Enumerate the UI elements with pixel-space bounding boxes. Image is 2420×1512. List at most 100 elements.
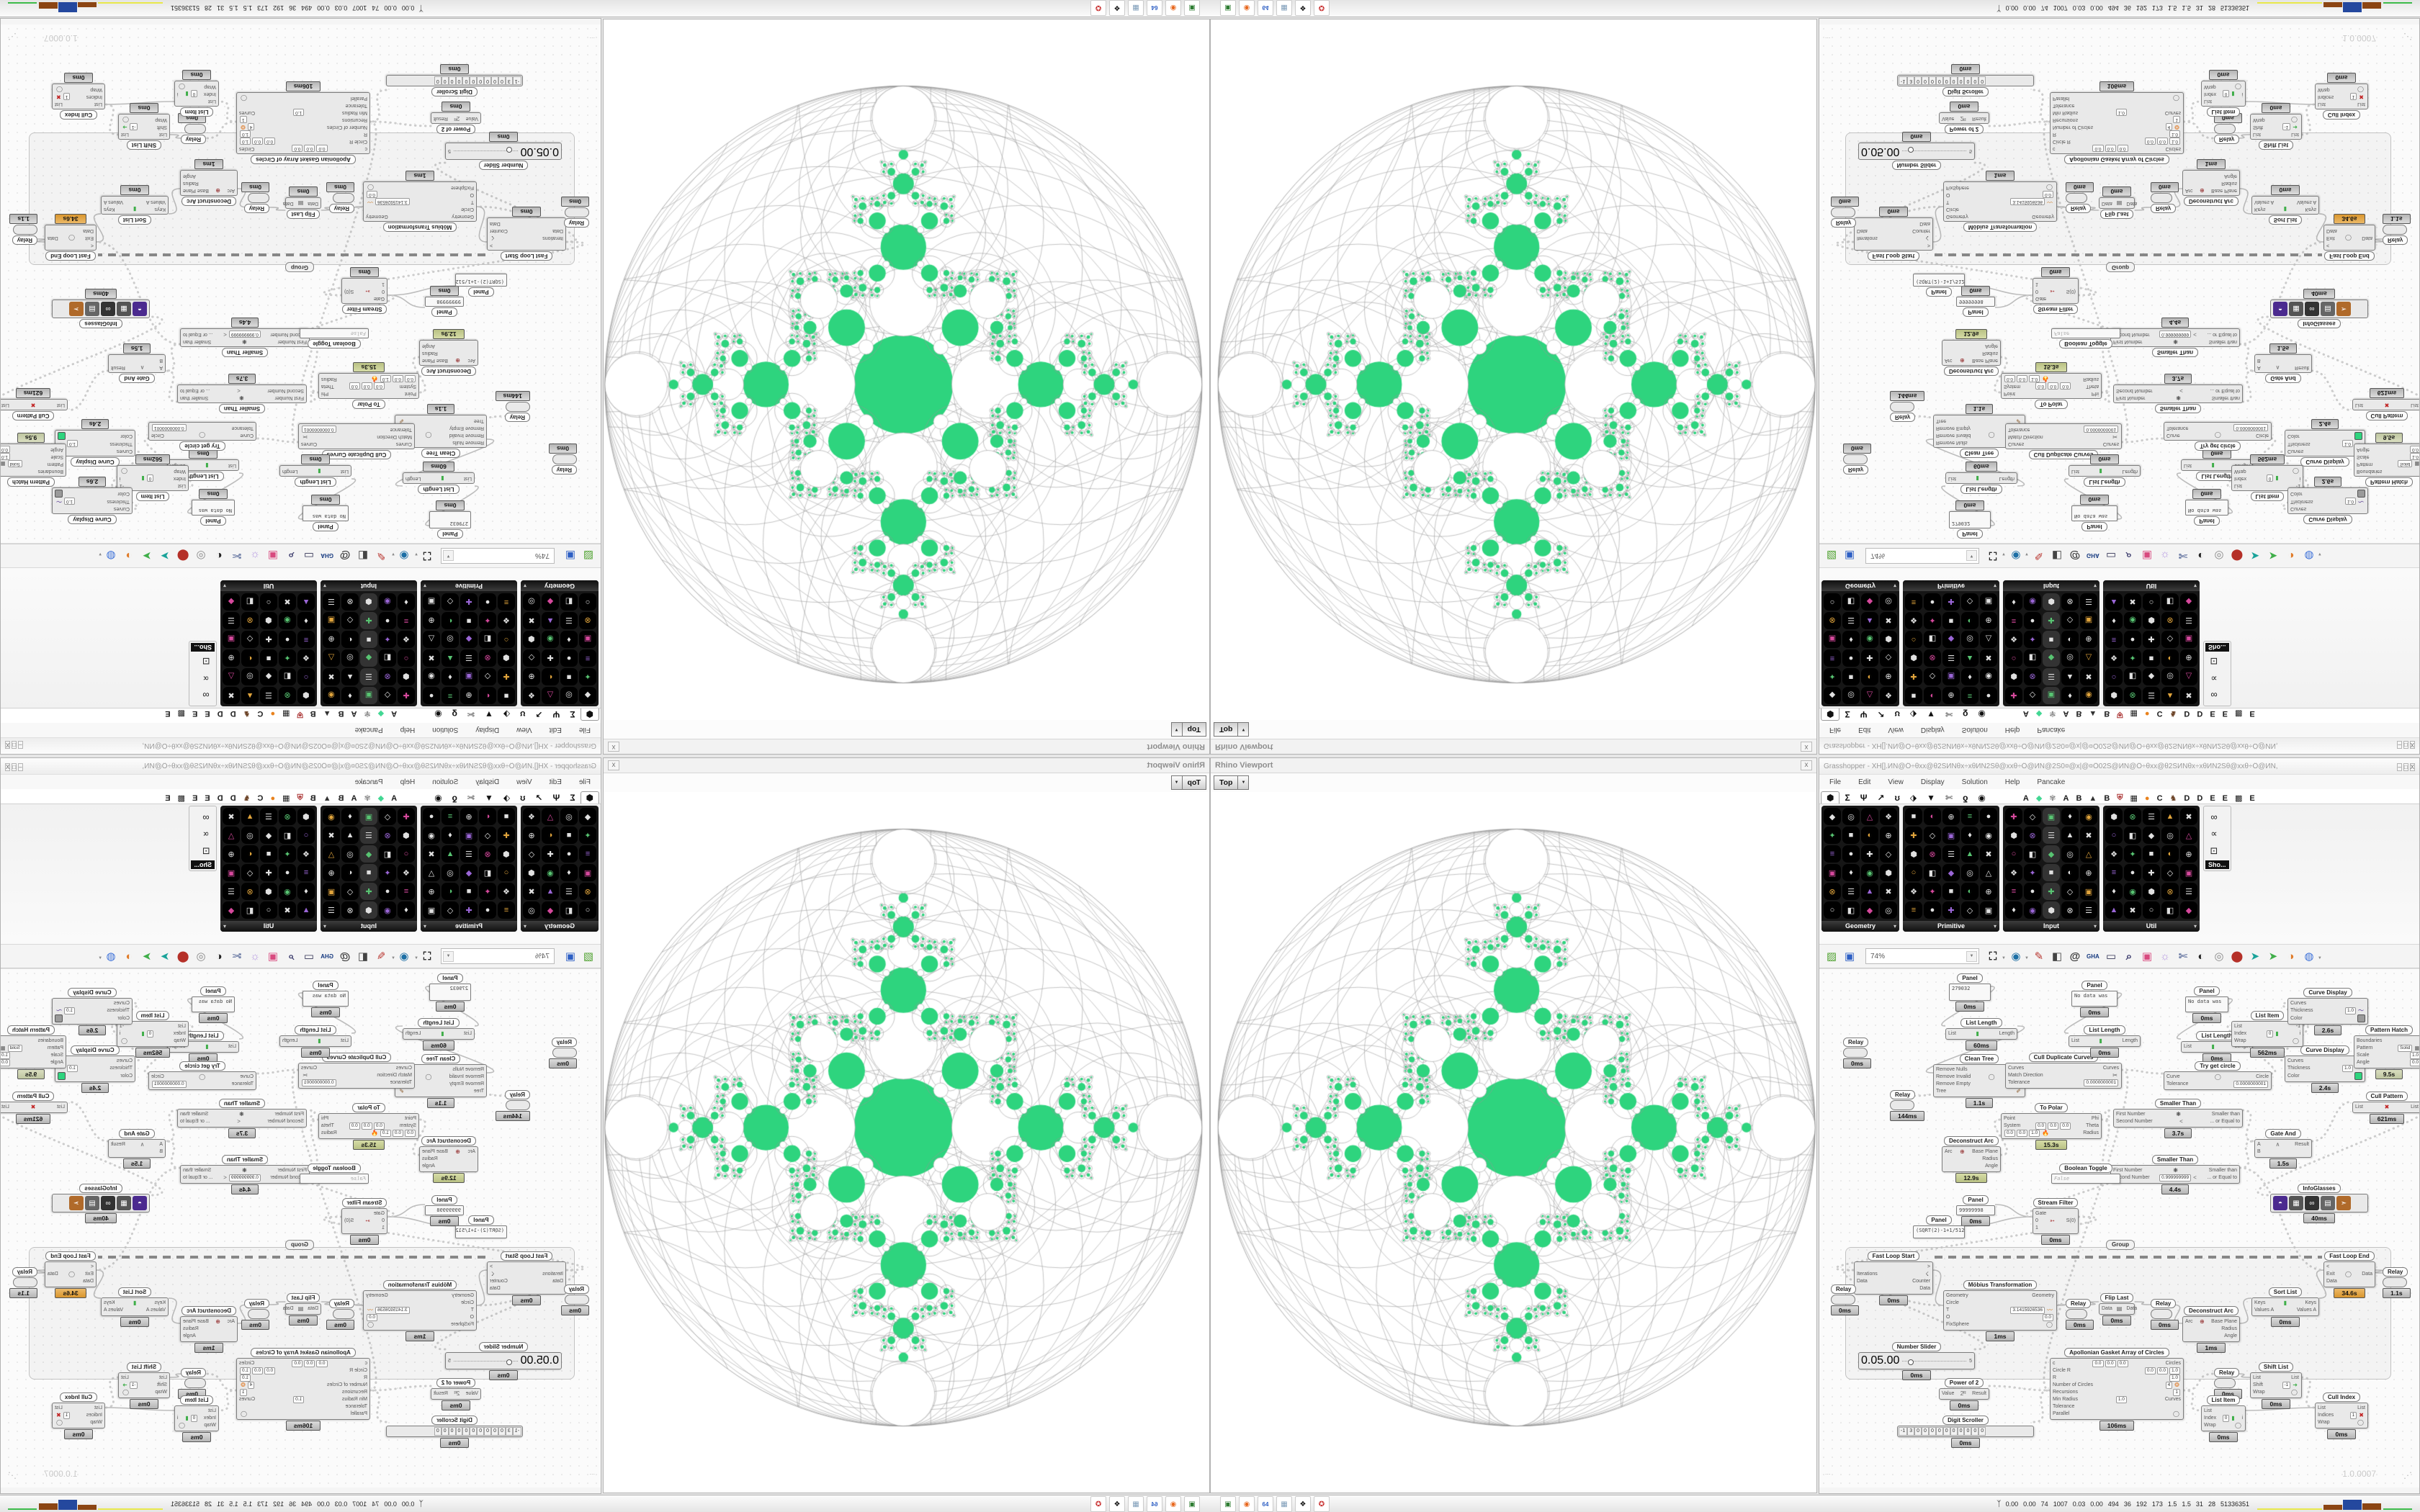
plugin-tab[interactable]: ◆ — [377, 709, 385, 718]
maximize-button[interactable]: □ — [12, 763, 17, 771]
component-icon[interactable]: ⬢ — [498, 649, 515, 667]
value-box[interactable]: 0.0 — [349, 382, 360, 390]
component-icon[interactable]: ◉ — [323, 808, 340, 825]
component-icon[interactable]: ◉ — [1861, 631, 1878, 648]
gh-node-panelnd1[interactable]: Panel No data was 0ms — [2071, 495, 2118, 531]
plugin-tab[interactable]: A — [351, 709, 357, 718]
component-icon[interactable]: ♦ — [442, 668, 459, 685]
value-box[interactable]: Solid — [7, 1045, 23, 1052]
pin-teal-icon[interactable]: ➤ — [2250, 950, 2260, 963]
panel-text[interactable]: No data was — [2071, 505, 2118, 521]
plugin-tab[interactable]: ▩ — [2235, 709, 2243, 718]
gh-node-numslider[interactable]: Number Slider 0.0 5.0 0 5 0ms — [1858, 1342, 1975, 1380]
value-box[interactable]: 1.0 — [380, 1130, 391, 1137]
red-badge-app-icon[interactable]: ✪ — [1090, 1496, 1106, 1512]
digit-cell[interactable]: 0 — [1922, 1427, 1929, 1436]
maximize-button[interactable]: □ — [2403, 763, 2408, 771]
category-tab[interactable]: ƍ — [452, 709, 457, 719]
component-icon[interactable]: ■ — [2043, 864, 2060, 881]
chevron-down-icon[interactable]: ▼ — [391, 956, 396, 960]
component-icon[interactable]: ◐ — [442, 612, 459, 629]
grasshopper-titlebar[interactable]: Grasshopper - XH[].ИN@Ö÷θxx@θ2SИNθx÷xθИN… — [1, 737, 601, 754]
component-icon[interactable]: ◎ — [2061, 649, 2079, 667]
minimize-button[interactable]: – — [2397, 763, 2402, 771]
component-icon[interactable]: ○ — [498, 864, 515, 881]
component-icon[interactable]: ▣ — [460, 827, 478, 844]
component-icon[interactable]: ✚ — [1861, 845, 1878, 863]
component-icon[interactable]: ▣ — [2080, 612, 2097, 629]
plugin-tab[interactable]: B — [338, 794, 344, 803]
component-icon[interactable]: ◆ — [1942, 631, 1960, 648]
component-icon[interactable]: ▣ — [2043, 808, 2060, 825]
value-box[interactable]: 0.0000000001 — [302, 426, 336, 433]
gh-node-phatch[interactable]: Pattern HatchBoundariesPatternSolid▦Scal… — [2354, 1025, 2419, 1079]
component-icon[interactable]: ✖ — [523, 612, 540, 629]
component-icon[interactable]: ✖ — [1880, 612, 1897, 629]
gh-node-panelsq[interactable]: Panel(SQRT(2)-1+1/512)^1 — [1913, 274, 1965, 297]
relay-body[interactable] — [2151, 1309, 2172, 1319]
plugin-tab[interactable]: ◆ — [2035, 794, 2043, 803]
pin-teal-icon[interactable]: ➤ — [2250, 549, 2260, 562]
component-icon[interactable]: ✚ — [2143, 631, 2160, 648]
category-tab[interactable]: ✄ — [1945, 793, 1953, 803]
minimize-button[interactable]: – — [2397, 741, 2402, 749]
component-icon[interactable]: ≡ — [1961, 687, 1978, 704]
component-icon[interactable]: ◧ — [2161, 593, 2179, 611]
component-icon[interactable]: ◇ — [341, 612, 359, 629]
component-icon[interactable]: ▣ — [2180, 864, 2197, 881]
component-icon[interactable]: ▲ — [2105, 593, 2123, 611]
component-icon[interactable]: ◇ — [1924, 668, 1941, 685]
gh-node-relayT[interactable]: Relay 0ms — [1843, 444, 1872, 474]
glasses-icon[interactable]: ∞ — [101, 302, 115, 316]
palette-label[interactable]: Input ▾ — [321, 921, 417, 932]
component-icon[interactable]: ▲ — [241, 808, 259, 825]
value-box[interactable]: 0.0 — [373, 382, 385, 390]
component-icon[interactable]: ▣ — [2180, 631, 2197, 648]
component-icon[interactable]: ≡ — [1824, 649, 1841, 667]
plugin-tab[interactable]: D — [217, 709, 223, 718]
component-icon[interactable]: ✖ — [323, 827, 340, 844]
gh-node-panelsq[interactable]: Panel(SQRT(2)-1+1/512)^1 — [1913, 1215, 1965, 1238]
popup-icon[interactable]: ⊡ — [197, 652, 215, 670]
pen-icon[interactable]: ✎ — [376, 549, 386, 562]
component-icon[interactable]: ◐ — [542, 827, 559, 844]
gh-node-panelsq[interactable]: Panel(SQRT(2)-1+1/512)^1 — [455, 274, 507, 297]
category-tab[interactable]: ✄ — [467, 709, 475, 719]
gh-node-topolar[interactable]: To Polar Point Phi System 0.0 0.0 0.0 Theta 0.0 0… — [318, 362, 419, 409]
digit-cell[interactable]: 0 — [498, 1427, 506, 1436]
popup-icon[interactable]: ⊡ — [2205, 652, 2223, 670]
category-tab[interactable]: ⬢ — [1821, 708, 1840, 721]
component-icon[interactable]: ⬢ — [360, 593, 377, 611]
value-box[interactable]: 0.0 — [304, 145, 315, 152]
component-icon[interactable]: ☰ — [360, 827, 377, 844]
component-icon[interactable]: ⊗ — [379, 827, 396, 844]
value-box[interactable]: 0.0 — [404, 375, 416, 382]
archive-icon[interactable]: ▤ — [85, 302, 99, 316]
digit-cell[interactable]: 0 — [455, 76, 463, 85]
gh-node-relayA[interactable]: Relay 0ms — [2066, 182, 2094, 213]
component-icon[interactable]: ✦ — [379, 864, 396, 881]
component-icon[interactable]: ❖ — [398, 631, 415, 648]
digit-cell[interactable]: 3 — [505, 76, 513, 85]
component-icon[interactable]: ■ — [1905, 808, 1922, 825]
component-icon[interactable]: ✦ — [279, 649, 296, 667]
preview-icon[interactable]: ◉ — [2011, 950, 2021, 963]
value-box[interactable]: 0.0 — [392, 375, 403, 382]
component-icon[interactable]: ■ — [460, 883, 478, 900]
panel-text[interactable]: (SQRT(2)-1+1/512)^1 — [455, 274, 507, 287]
component-icon[interactable]: △ — [223, 827, 240, 844]
digit-cell[interactable]: 0 — [484, 76, 492, 85]
component-icon[interactable]: ✦ — [2124, 845, 2141, 863]
info-glasses-icon[interactable]: ◓ — [2273, 1196, 2287, 1210]
value-box[interactable]: 1 — [2349, 1412, 2357, 1419]
component-icon[interactable]: ▣ — [360, 808, 377, 825]
component-icon[interactable]: ♦ — [341, 687, 359, 704]
component-icon[interactable]: ○ — [579, 593, 596, 611]
component-icon[interactable]: ◎ — [523, 901, 540, 919]
component-icon[interactable]: ◇ — [241, 864, 259, 881]
component-icon[interactable]: ◇ — [241, 631, 259, 648]
value-box[interactable]: 1.0 — [2029, 1130, 2040, 1137]
digit-cell[interactable]: 0 — [448, 1427, 456, 1436]
value-box[interactable]: 0.0 — [252, 138, 264, 145]
component-icon[interactable]: ◉ — [279, 883, 296, 900]
